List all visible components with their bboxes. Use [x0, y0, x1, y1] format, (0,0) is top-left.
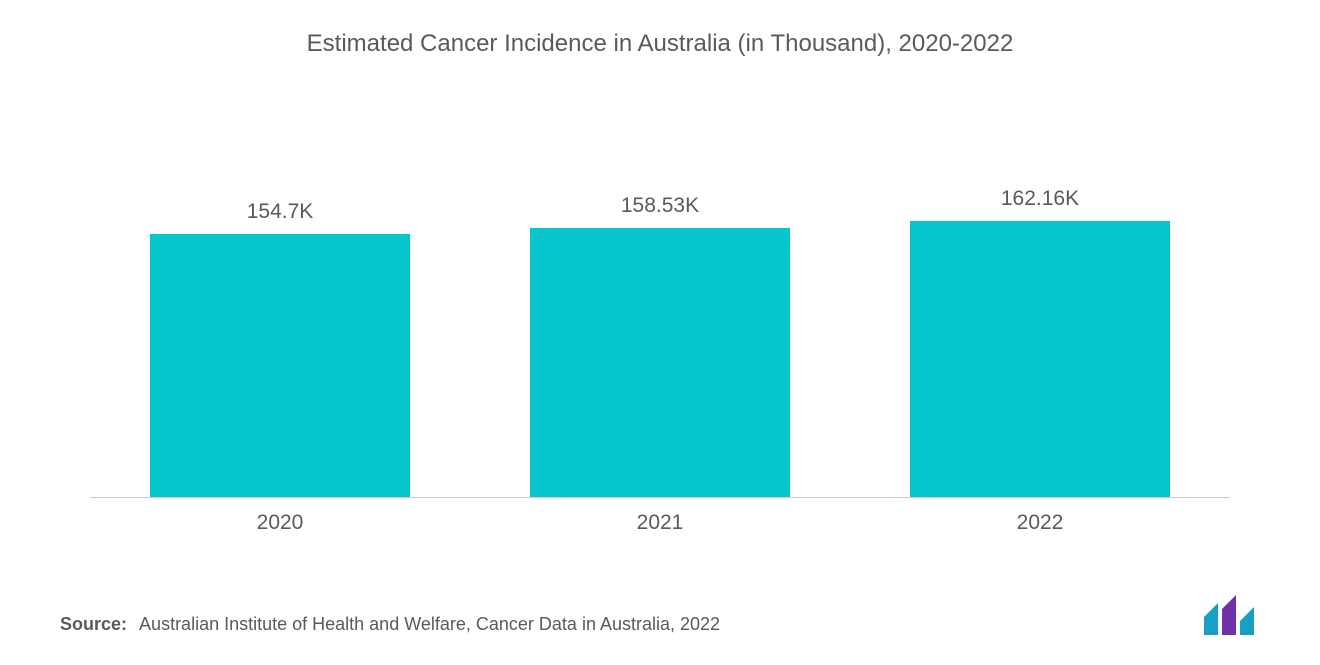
bar-group-0: 154.7K — [140, 200, 420, 498]
x-axis-line — [90, 497, 1230, 498]
bar-1 — [530, 228, 790, 498]
logo-bar-0 — [1204, 603, 1218, 635]
logo-bar-1 — [1222, 595, 1236, 635]
bar-value-2: 162.16K — [1001, 187, 1079, 211]
plot-area: 154.7K 158.53K 162.16K — [50, 98, 1270, 499]
x-label-1: 2021 — [520, 511, 800, 535]
source-line: Source: Australian Institute of Health a… — [60, 614, 720, 635]
bar-0 — [150, 234, 410, 498]
source-label: Source: — [60, 614, 127, 634]
x-axis-labels: 2020 2021 2022 — [50, 511, 1270, 535]
bar-2 — [910, 221, 1170, 498]
bar-group-2: 162.16K — [900, 187, 1180, 498]
bar-value-1: 158.53K — [621, 194, 699, 218]
x-label-2: 2022 — [900, 511, 1180, 535]
source-text: Australian Institute of Health and Welfa… — [139, 614, 720, 634]
x-label-0: 2020 — [140, 511, 420, 535]
chart-title: Estimated Cancer Incidence in Australia … — [50, 30, 1270, 58]
bar-group-1: 158.53K — [520, 194, 800, 498]
bar-value-0: 154.7K — [247, 200, 314, 224]
logo-bar-2 — [1240, 607, 1254, 635]
footer: Source: Australian Institute of Health a… — [50, 595, 1270, 645]
chart-container: Estimated Cancer Incidence in Australia … — [0, 0, 1320, 665]
brand-logo-icon — [1204, 595, 1260, 635]
